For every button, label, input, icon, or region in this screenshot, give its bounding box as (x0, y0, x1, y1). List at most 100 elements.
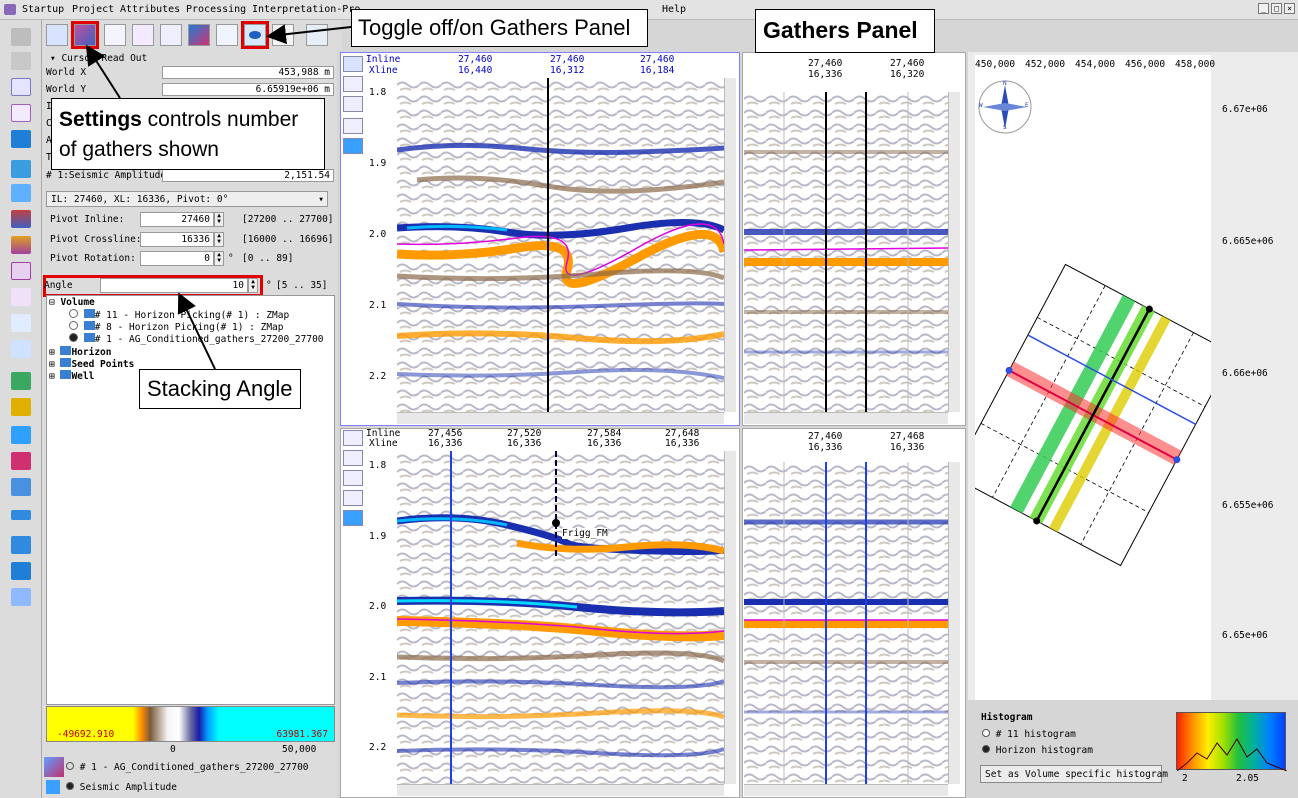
gathers-lower-vscroll[interactable] (948, 462, 960, 784)
histogram-option-horizon[interactable]: Horizon histogram (982, 745, 1093, 756)
pivot-rotation-input[interactable]: 0 (140, 251, 214, 266)
tool-sticks-icon[interactable] (11, 340, 31, 358)
pivot-xline-input[interactable]: 16336 (140, 232, 214, 247)
rect-icon[interactable] (343, 490, 363, 506)
tree-volume[interactable]: ⊟ Volume (49, 297, 95, 308)
map-canvas[interactable] (952, 55, 1234, 700)
pick-icon[interactable] (343, 76, 363, 92)
tool-volume-icon[interactable] (11, 130, 31, 148)
upper-hscroll[interactable] (397, 412, 724, 424)
gathers-upper-vscroll[interactable] (948, 92, 960, 412)
tool-cube-red-icon[interactable] (11, 452, 31, 470)
pivot-inline-stepper[interactable]: ▲ ▼ (214, 212, 224, 227)
tool-chart-icon[interactable] (11, 78, 31, 96)
tool-cube-icon[interactable] (11, 52, 31, 70)
gather-lower-col0-xl: 16,336 (808, 442, 843, 453)
gather-upper-col1-il: 27,460 (890, 58, 925, 69)
pick-icon[interactable] (343, 450, 363, 466)
menu-project[interactable]: Project (72, 4, 115, 15)
tree-seed-points[interactable]: ⊞ Seed Points (49, 358, 135, 370)
arrow-right-icon[interactable] (343, 138, 363, 154)
pointer-icon[interactable] (343, 56, 363, 72)
tool-link-icon[interactable] (11, 510, 31, 520)
tool-camera-icon[interactable] (11, 562, 31, 580)
readout-header[interactable]: ▾ Cursor Read Out (50, 53, 148, 64)
menu-attributes[interactable]: Attributes (120, 4, 181, 15)
chart-icon[interactable] (104, 24, 126, 46)
view-layout-icon[interactable] (46, 24, 68, 46)
pivot-xline-stepper[interactable]: ▲ ▼ (214, 232, 224, 247)
tool-wave-icon[interactable] (11, 288, 31, 306)
lower-view-tools (343, 430, 365, 530)
angle-input[interactable]: 10 (100, 278, 248, 293)
color-bar[interactable]: -49692.910 63981.367 (46, 706, 335, 742)
toggle-gathers-panel-button[interactable] (241, 21, 269, 49)
bottom-attribute[interactable]: Seismic Amplitude (66, 782, 177, 793)
upper-col-il: 27,460 (640, 54, 675, 65)
wiggle-icon[interactable] (216, 24, 238, 46)
menu-help[interactable]: Help (662, 4, 687, 15)
pivot-icon[interactable] (306, 24, 328, 46)
menu-startup[interactable]: Startup (22, 4, 65, 15)
map-y-tick: 6.67e+06 (1222, 104, 1268, 115)
lower-time-tick: 2.0 (369, 601, 387, 612)
tool-table-icon[interactable] (11, 588, 31, 606)
lower-seismic-image[interactable] (397, 451, 724, 784)
tool-grid-icon[interactable] (11, 184, 31, 202)
tool-folder-icon[interactable] (11, 160, 31, 178)
tree-item-horizon8[interactable]: # 8 - Horizon Picking(# 1) : ZMap (69, 321, 283, 333)
gathers-lower-image[interactable] (744, 462, 948, 784)
tool-db-yellow-icon[interactable] (11, 398, 31, 416)
cube-icon[interactable] (188, 24, 210, 46)
gathers-lower-hscroll[interactable] (744, 784, 948, 796)
tree-horizon[interactable]: ⊞ Horizon (49, 346, 112, 358)
tool-cube-blue-icon[interactable] (11, 426, 31, 444)
angle-stepper[interactable]: ▲ ▼ (248, 278, 258, 293)
line-icon[interactable] (343, 470, 363, 486)
line-icon[interactable] (343, 96, 363, 112)
gather-select-dropdown[interactable]: IL: 27460, XL: 16336, Pivot: 0° ▾ (46, 191, 328, 207)
menu-processing[interactable]: Processing (186, 4, 247, 15)
radio-icon (69, 309, 78, 318)
pivot-inline-input[interactable]: 27460 (140, 212, 214, 227)
bottom-dataset[interactable]: # 1 - AG_Conditioned_gathers_27200_27700 (66, 762, 309, 773)
tree-well[interactable]: ⊞ Well (49, 370, 95, 382)
histogram-tick: 2.05 (1236, 773, 1259, 784)
histogram-option-11[interactable]: # 11 histogram (982, 729, 1076, 740)
gathers-upper-image[interactable] (744, 92, 948, 412)
tool-db-green-icon[interactable] (11, 372, 31, 390)
upper-seismic-image[interactable] (397, 78, 724, 412)
tool-3d-scene-icon[interactable] (11, 28, 31, 46)
readout-label-worldx: World X (46, 67, 87, 78)
pivot-rotation-stepper[interactable]: ▲ ▼ (214, 251, 224, 266)
check-icon[interactable] (132, 24, 154, 46)
well-h-icon[interactable] (160, 24, 182, 46)
minimize-icon[interactable]: _ (1258, 3, 1269, 14)
tool-well-log-icon[interactable] (11, 210, 31, 228)
rect-icon[interactable] (343, 118, 363, 134)
maximize-icon[interactable]: □ (1271, 3, 1282, 14)
close-icon[interactable]: × (1284, 3, 1295, 14)
tool-crossplot-icon[interactable] (11, 262, 31, 280)
tool-layers-icon[interactable] (11, 236, 31, 254)
histogram-chart[interactable] (1176, 712, 1288, 772)
tree-item-gathers[interactable]: # 1 - AG_Conditioned_gathers_27200_27700 (69, 333, 324, 345)
lower-col-il: 27,584 (587, 428, 622, 439)
upper-vscroll[interactable] (724, 78, 736, 412)
lower-vscroll[interactable] (724, 451, 736, 784)
gather-list-icon[interactable] (272, 24, 294, 46)
colorbar-tick-0: 0 (170, 744, 176, 755)
tool-fault-icon[interactable] (11, 314, 31, 332)
tool-check-icon[interactable] (11, 104, 31, 122)
set-volume-histogram-button[interactable]: Set as Volume specific histogram (980, 765, 1168, 783)
gathers-upper-hscroll[interactable] (744, 412, 948, 424)
pointer-icon[interactable] (343, 430, 363, 446)
lower-hscroll[interactable] (397, 784, 724, 796)
arrow-right-icon[interactable] (343, 510, 363, 526)
tool-bars-icon[interactable] (11, 536, 31, 554)
tool-well-pin-icon[interactable] (11, 478, 31, 496)
tree-item-horizon11[interactable]: # 11 - Horizon Picking(# 1) : ZMap (69, 309, 289, 321)
colorbar-tick-50000: 50,000 (282, 744, 317, 755)
settings-button[interactable] (71, 21, 99, 49)
menu-interpretation[interactable]: Interpretation-Pro (252, 4, 361, 15)
